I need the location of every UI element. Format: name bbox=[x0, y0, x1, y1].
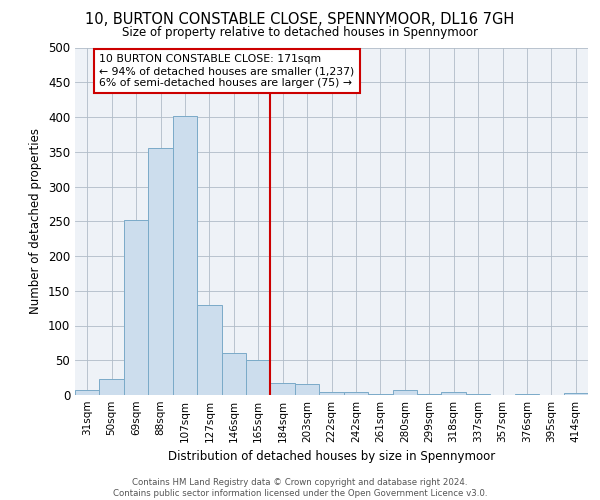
Bar bbox=[344, 392, 368, 395]
Bar bbox=[197, 304, 221, 395]
Bar bbox=[221, 354, 246, 395]
Bar bbox=[392, 390, 417, 395]
Bar bbox=[148, 148, 173, 395]
Bar bbox=[319, 392, 344, 395]
Bar bbox=[173, 116, 197, 395]
Bar bbox=[100, 379, 124, 395]
Bar bbox=[75, 390, 100, 395]
Bar bbox=[271, 383, 295, 395]
Y-axis label: Number of detached properties: Number of detached properties bbox=[29, 128, 43, 314]
Text: Contains HM Land Registry data © Crown copyright and database right 2024.
Contai: Contains HM Land Registry data © Crown c… bbox=[113, 478, 487, 498]
Bar bbox=[295, 384, 319, 395]
Text: 10, BURTON CONSTABLE CLOSE, SPENNYMOOR, DL16 7GH: 10, BURTON CONSTABLE CLOSE, SPENNYMOOR, … bbox=[85, 12, 515, 28]
Bar bbox=[368, 394, 392, 395]
Text: Size of property relative to detached houses in Spennymoor: Size of property relative to detached ho… bbox=[122, 26, 478, 39]
Text: 10 BURTON CONSTABLE CLOSE: 171sqm
← 94% of detached houses are smaller (1,237)
6: 10 BURTON CONSTABLE CLOSE: 171sqm ← 94% … bbox=[100, 54, 355, 88]
Bar bbox=[246, 360, 271, 395]
Bar bbox=[563, 393, 588, 395]
Bar bbox=[442, 392, 466, 395]
Bar bbox=[466, 394, 490, 395]
Bar bbox=[124, 220, 148, 395]
Bar bbox=[417, 394, 442, 395]
Bar bbox=[515, 394, 539, 395]
X-axis label: Distribution of detached houses by size in Spennymoor: Distribution of detached houses by size … bbox=[168, 450, 495, 464]
